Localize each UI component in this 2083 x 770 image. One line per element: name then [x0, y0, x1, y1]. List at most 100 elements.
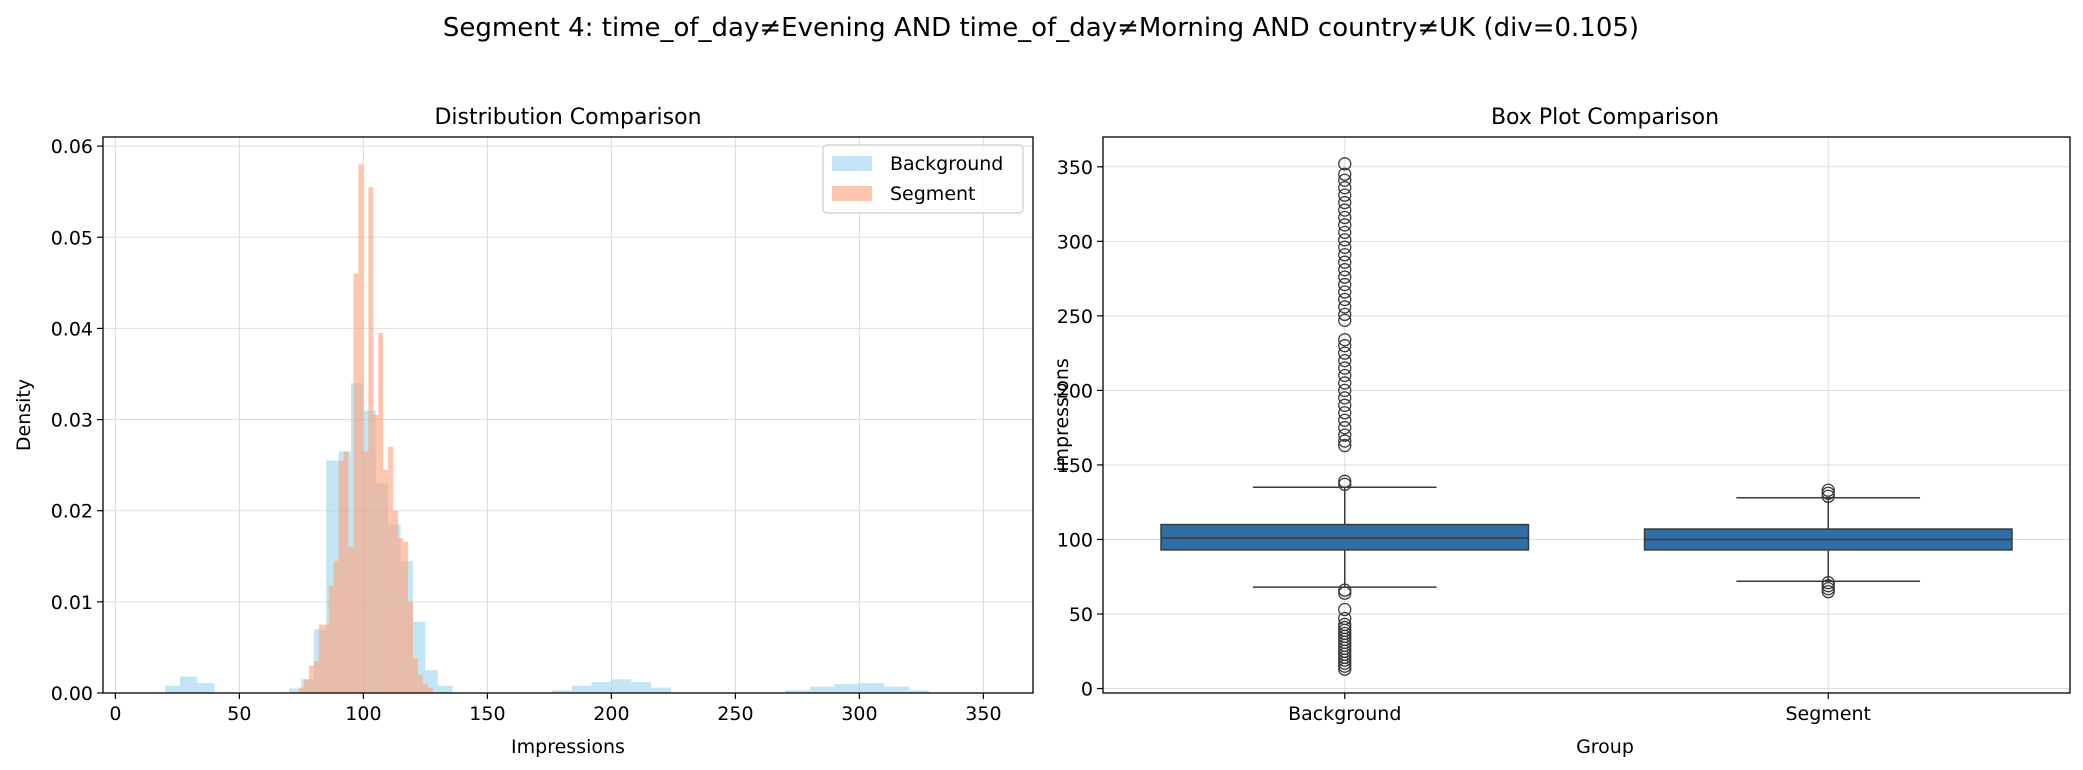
box-ytick-label: 150: [1057, 455, 1093, 477]
hist-bar-background: [651, 687, 671, 693]
hist-bar-background: [425, 670, 438, 693]
box-outlier-background: [1338, 270, 1352, 284]
histogram-xlabel: Impressions: [511, 736, 625, 758]
hist-xtick-label: 200: [593, 703, 629, 725]
box-outlier-background: [1338, 346, 1352, 360]
hist-bar-segment: [308, 665, 314, 693]
hist-bar-segment: [348, 547, 354, 693]
box-outlier-background: [1338, 421, 1352, 435]
box-ytick-label: 250: [1057, 306, 1093, 328]
box-outlier-background: [1338, 413, 1352, 427]
boxplot-xlabel: Group: [1576, 736, 1634, 758]
box-outlier-background: [1338, 277, 1352, 292]
hist-bar-background: [909, 690, 929, 693]
hist-bar-background: [611, 679, 632, 693]
box-outlier-background: [1338, 376, 1352, 390]
box-outlier-background: [1338, 307, 1352, 322]
histogram-ylabel: Density: [13, 379, 35, 451]
box-outlier-background: [1338, 263, 1352, 277]
box-outlier-background: [1338, 255, 1352, 269]
box-outlier-segment: [1821, 579, 1835, 593]
box-outlier-background: [1338, 477, 1352, 491]
box-outlier-background: [1338, 617, 1352, 632]
hist-bar-segment: [358, 164, 364, 694]
hist-bar-segment: [403, 541, 409, 693]
hist-xtick-label: 250: [717, 703, 753, 725]
box-outlier-background: [1338, 313, 1352, 327]
box-outlier-background: [1338, 626, 1352, 641]
box-outlier-segment: [1821, 489, 1835, 503]
box-outlier-background: [1338, 611, 1352, 626]
hist-xtick-label: 50: [227, 703, 251, 725]
hist-bar-background: [289, 688, 302, 693]
legend-swatch-background: [832, 156, 872, 171]
box-outlier-background: [1338, 218, 1352, 232]
box-outlier-background: [1338, 383, 1352, 398]
boxplot-marks: [1160, 157, 2013, 676]
box-outlier-background: [1338, 248, 1352, 262]
box-outlier-background: [1338, 339, 1352, 353]
box-outlier-segment: [1821, 584, 1835, 599]
hist-bar-segment: [388, 446, 394, 693]
hist-bar-background: [571, 685, 592, 693]
box-outlier-background: [1338, 586, 1352, 600]
histogram-axes-frame: [102, 136, 1034, 694]
box-outlier-background: [1338, 398, 1352, 412]
histogram-x-ticks: 0 50 100 150 200 250 300 350: [109, 693, 1002, 725]
box-outlier-background: [1338, 188, 1352, 202]
legend-frame: [822, 144, 1024, 214]
box-outlier-background: [1338, 353, 1352, 368]
box-outlier-background: [1338, 292, 1352, 307]
hist-bar-background: [859, 682, 885, 693]
hist-ytick-label: 0.06: [51, 136, 93, 158]
hist-bar-segment: [393, 510, 399, 693]
hist-bar-background: [591, 682, 612, 693]
hist-xtick-label: 350: [965, 703, 1001, 725]
hist-bar-segment: [323, 624, 329, 693]
box-outlier-background: [1338, 225, 1352, 240]
hist-bar-segment: [353, 273, 359, 693]
hist-xtick-label: 0: [109, 703, 121, 725]
histogram-y-ticks: 0.00 0.01 0.02 0.03 0.04 0.05 0.06: [51, 136, 103, 705]
box-outlier-background: [1338, 602, 1352, 617]
hist-bar-background: [437, 685, 453, 693]
hist-bar-segment: [328, 585, 334, 693]
histogram-bars: [165, 164, 929, 694]
figure-suptitle: Segment 4: time_of_day≠Evening AND time_…: [443, 13, 1639, 43]
box-outlier-background: [1338, 240, 1352, 254]
hist-bar-background: [884, 686, 909, 693]
hist-bar-segment: [373, 415, 379, 693]
hist-ytick-label: 0.02: [51, 501, 93, 523]
hist-bar-background: [631, 682, 652, 693]
legend-swatch-segment: [832, 186, 872, 201]
boxplot-ylabel: impressions: [1051, 358, 1073, 472]
box-ytick-label: 0: [1081, 679, 1093, 701]
hist-bar-background: [785, 690, 810, 693]
boxplot-axes-frame: [1102, 136, 2071, 694]
legend-label-background: Background: [890, 153, 1003, 175]
hist-bar-segment: [427, 687, 433, 693]
legend-label-segment: Segment: [890, 183, 976, 205]
hist-bar-segment: [413, 658, 418, 693]
box-outlier-background: [1338, 167, 1352, 181]
box-outlier-background: [1338, 333, 1352, 347]
hist-xtick-label: 100: [345, 703, 381, 725]
boxplot-grid: [1103, 137, 2070, 693]
box-outlier-background: [1338, 203, 1352, 217]
box-outlier-segment: [1821, 576, 1835, 590]
hist-bar-segment: [378, 332, 384, 693]
box-ytick-label: 300: [1057, 231, 1093, 253]
hist-bar-background: [165, 685, 180, 693]
histogram-title: Distribution Comparison: [434, 105, 701, 130]
hist-bar-segment: [298, 687, 304, 693]
box-outlier-background: [1338, 438, 1352, 453]
hist-bar-segment: [398, 538, 404, 693]
hist-bar-segment: [343, 451, 349, 693]
box-outlier-segment: [1821, 483, 1835, 497]
histogram-grid: [103, 137, 1033, 694]
hist-bar-segment: [383, 469, 389, 693]
hist-bar-background: [179, 676, 198, 693]
hist-ytick-label: 0.03: [51, 410, 93, 432]
hist-bar-background: [551, 690, 572, 693]
